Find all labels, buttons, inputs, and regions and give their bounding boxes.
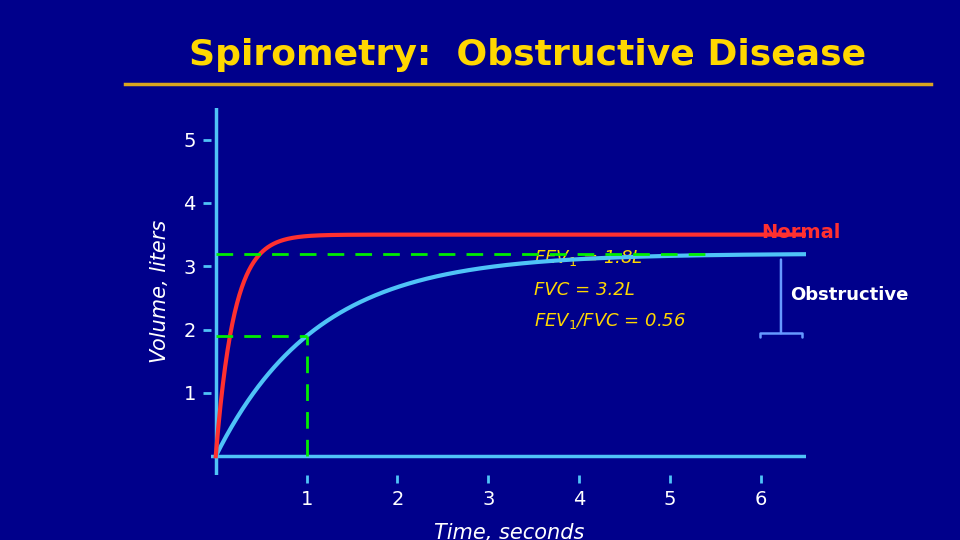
Text: FEV$_1$/FVC = 0.56: FEV$_1$/FVC = 0.56 [534,312,685,332]
Text: Spirometry:  Obstructive Disease: Spirometry: Obstructive Disease [189,38,867,72]
Text: Obstructive: Obstructive [790,286,908,304]
Text: Normal: Normal [761,222,840,241]
X-axis label: Time, seconds: Time, seconds [434,523,584,540]
Y-axis label: Volume, liters: Volume, liters [150,220,170,363]
Text: FEV$_1$ = 1.8L: FEV$_1$ = 1.8L [534,248,642,268]
Text: FVC = 3.2L: FVC = 3.2L [534,281,635,299]
